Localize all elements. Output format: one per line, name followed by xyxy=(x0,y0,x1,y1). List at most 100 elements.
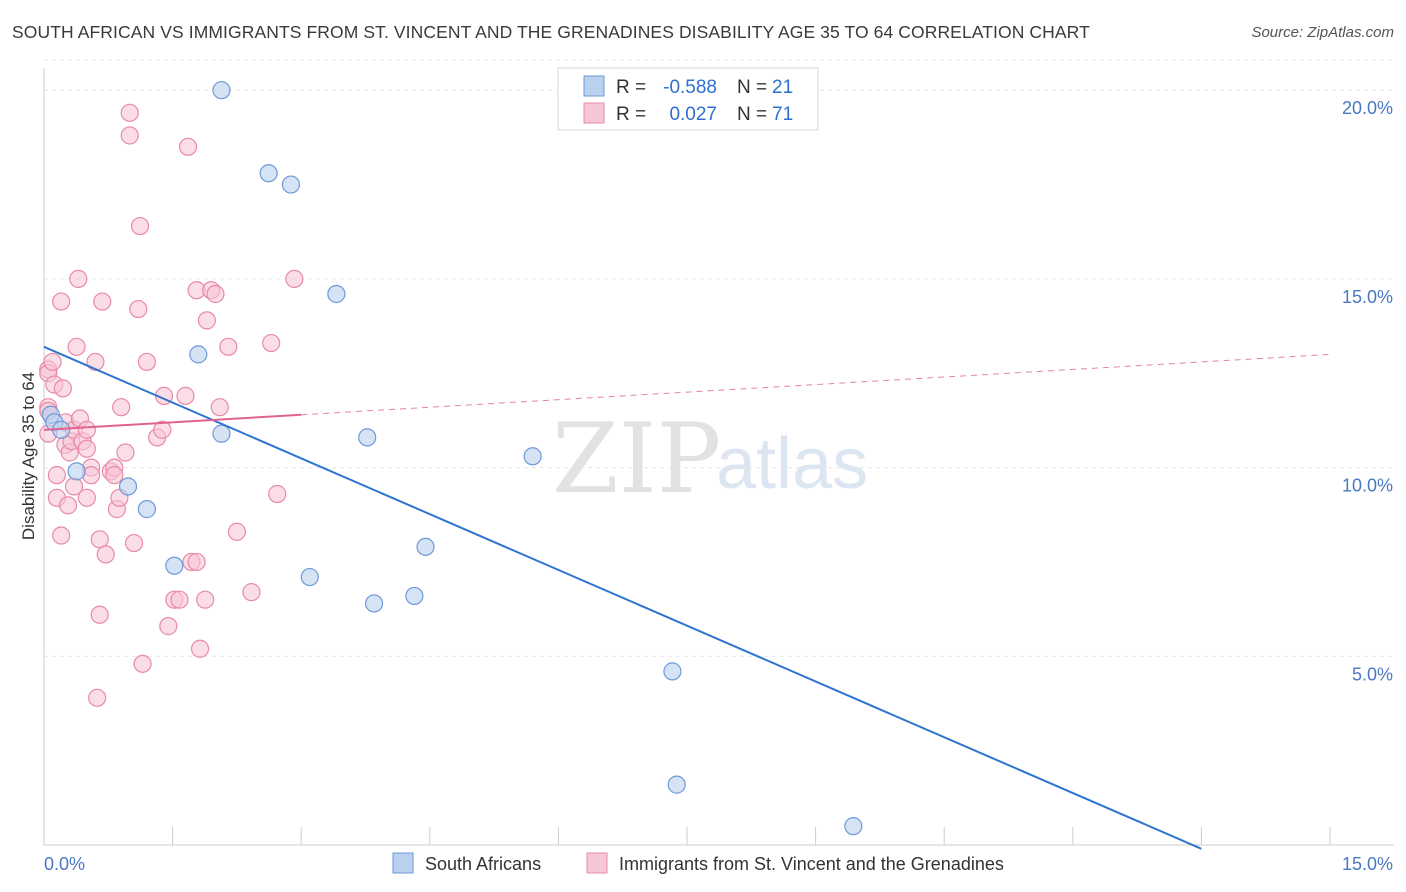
legend: R = -0.588 N = 21 R = 0.027 N = 71 xyxy=(557,67,819,131)
blue-point xyxy=(281,175,301,194)
pink-point xyxy=(133,654,152,673)
pink-point xyxy=(58,496,78,515)
pink-point xyxy=(137,352,156,372)
bottom-legend-swatch-blue xyxy=(392,852,414,874)
pink-point xyxy=(86,352,105,372)
pink-point xyxy=(187,552,206,572)
pink-point xyxy=(219,337,238,356)
watermark: ZIP atlas xyxy=(552,403,868,515)
legend-r-value-1: -0.588 xyxy=(663,77,717,98)
y-tick-label: 20.0% xyxy=(1342,98,1393,118)
legend-r-label-1: R = xyxy=(616,77,646,98)
pink-point xyxy=(105,466,124,485)
blue-point xyxy=(300,567,319,587)
pink-point xyxy=(53,379,72,398)
legend-swatch-blue xyxy=(583,75,605,97)
pink-point xyxy=(120,126,139,145)
pink-point xyxy=(112,398,131,417)
bottom-legend: South Africans Immigrants from St. Vince… xyxy=(392,852,1004,874)
watermark-zip: ZIP xyxy=(552,403,721,515)
blue-point xyxy=(189,345,208,364)
blue-point xyxy=(259,164,278,183)
pink-series xyxy=(39,103,304,707)
blue-point xyxy=(327,284,346,304)
legend-r-label-2: R = xyxy=(616,104,646,125)
pink-point xyxy=(153,420,172,439)
pink-point xyxy=(178,137,198,156)
bottom-legend-label-1: South Africans xyxy=(425,854,541,874)
blue-point xyxy=(212,81,231,100)
legend-r-value-2: 0.027 xyxy=(669,104,717,125)
axes xyxy=(43,68,1394,846)
pink-point xyxy=(88,688,107,707)
blue-point xyxy=(364,594,384,613)
y-tick-label: 10.0% xyxy=(1342,476,1393,496)
pink-point xyxy=(67,337,86,356)
legend-swatch-pink xyxy=(583,102,605,124)
bottom-legend-label-2: Immigrants from St. Vincent and the Gren… xyxy=(619,854,1004,874)
trend-lines xyxy=(43,345,1331,850)
blue-point xyxy=(416,537,435,556)
pink-point xyxy=(52,292,71,311)
legend-n-label-1: N = xyxy=(737,77,767,98)
pink-point xyxy=(43,352,62,372)
pink-point xyxy=(90,605,109,624)
blue-point xyxy=(523,447,542,466)
pink-point xyxy=(210,398,229,417)
pink-point xyxy=(69,269,88,288)
pink-point xyxy=(77,488,96,507)
blue-point xyxy=(137,500,156,519)
chart-title: SOUTH AFRICAN VS IMMIGRANTS FROM ST. VIN… xyxy=(12,22,1090,42)
pink-point xyxy=(206,284,225,304)
pink-point xyxy=(77,420,96,439)
pink-point xyxy=(190,639,210,658)
pink-point xyxy=(120,103,139,122)
blue-series xyxy=(41,81,863,836)
bottom-legend-swatch-pink xyxy=(586,852,608,874)
blue-point xyxy=(212,424,231,443)
legend-n-value-2: 71 xyxy=(772,104,793,125)
blue-trend-line xyxy=(43,345,1202,850)
grid xyxy=(44,59,1394,657)
blue-point xyxy=(844,817,863,836)
x-tick-label: 15.0% xyxy=(1342,854,1393,874)
watermark-atlas: atlas xyxy=(716,424,868,504)
pink-trend-line-dashed xyxy=(301,353,1331,416)
pink-point xyxy=(129,299,148,319)
blue-point xyxy=(663,662,682,681)
pink-point xyxy=(77,439,96,458)
pink-trend-line xyxy=(43,413,302,431)
pink-point xyxy=(242,583,261,602)
pink-point xyxy=(197,311,216,330)
pink-point xyxy=(176,386,195,405)
blue-point xyxy=(165,556,184,575)
pink-point xyxy=(130,216,150,236)
pink-point xyxy=(227,522,246,541)
y-tick-label: 15.0% xyxy=(1342,287,1393,307)
y-tick-label: 5.0% xyxy=(1352,664,1393,684)
pink-point xyxy=(170,590,189,609)
y-tick-labels: 5.0% 10.0% 15.0% 20.0% xyxy=(1342,98,1393,684)
pink-point xyxy=(285,269,304,288)
legend-n-value-1: 21 xyxy=(772,77,793,98)
x-tick-label: 0.0% xyxy=(44,854,85,874)
pink-point xyxy=(47,466,66,485)
pink-point xyxy=(96,545,115,564)
pink-point xyxy=(116,443,135,462)
legend-n-label-2: N = xyxy=(737,104,767,125)
source-label: Source: ZipAtlas.com xyxy=(1251,24,1394,41)
pink-point xyxy=(52,526,71,545)
blue-point xyxy=(667,775,686,794)
y-axis-label: Disability Age 35 to 64 xyxy=(19,372,38,540)
blue-point xyxy=(67,462,86,481)
pink-point xyxy=(93,292,112,311)
pink-point xyxy=(159,617,178,636)
pink-point xyxy=(268,484,287,504)
x-tick-labels: 0.0% 15.0% xyxy=(44,854,1393,874)
pink-point xyxy=(262,333,281,353)
pink-point xyxy=(90,530,109,549)
pink-point xyxy=(196,590,215,609)
blue-point xyxy=(405,586,424,606)
blue-point xyxy=(118,477,138,496)
